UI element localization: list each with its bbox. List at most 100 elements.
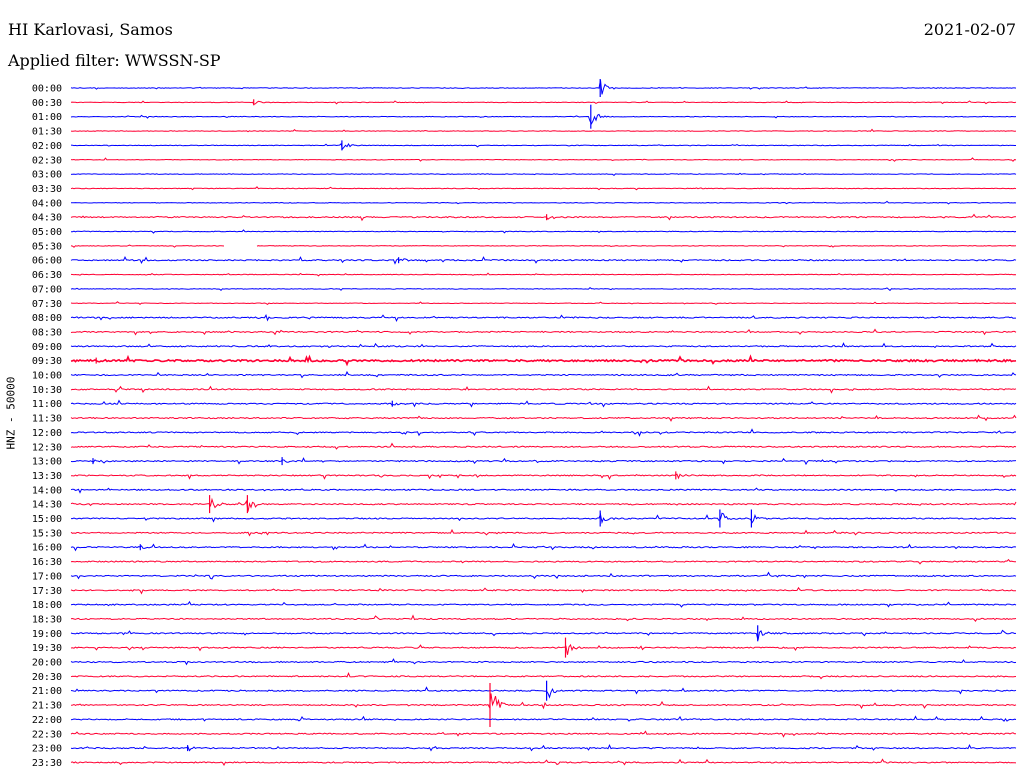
seismic-trace-line [70,142,1016,151]
row-time-label: 23:00 [32,744,62,755]
seismic-trace-line [70,629,1017,641]
trace-row-1800: 18:00 [32,600,1017,611]
trace-row-0930: 09:30 [32,354,1017,367]
row-time-label: 08:30 [32,327,62,338]
row-time-label: 01:30 [32,127,62,138]
trace-row-1300: 13:00 [32,457,1017,468]
row-time-label: 21:30 [32,701,62,712]
trace-row-0000: 00:00 [32,79,1017,97]
row-time-label: 15:30 [32,528,62,539]
trace-row-0800: 08:00 [32,313,1016,324]
row-time-label: 18:00 [32,600,62,611]
seismic-trace-line [70,286,1016,292]
row-time-label: 12:30 [32,442,62,453]
seismic-trace-line [71,512,1017,525]
row-time-label: 22:30 [32,729,62,740]
row-time-label: 05:30 [32,241,62,252]
seismic-trace-line [70,200,1017,205]
seismic-trace-line [70,614,1017,623]
seismic-trace-line [70,693,1017,710]
trace-row-0030: 00:30 [32,98,1017,109]
trace-row-0700: 07:00 [32,284,1016,295]
trace-row-2330: 23:30 [32,758,1017,769]
seismic-trace-line [70,79,1017,95]
row-time-label: 02:30 [32,155,62,166]
trace-row-1400: 14:00 [32,485,1017,496]
row-time-label: 03:30 [32,184,62,195]
row-time-label: 02:00 [32,141,62,152]
trace-row-0630: 06:30 [32,270,1017,281]
trace-row-0200: 02:00 [32,140,1016,152]
row-time-label: 23:30 [32,758,62,769]
trace-row-2300: 23:00 [32,744,1017,755]
trace-row-2000: 20:00 [32,658,1017,669]
trace-row-0230: 02:30 [32,155,1017,166]
row-time-label: 12:00 [32,428,62,439]
row-time-label: 06:00 [32,256,62,267]
row-time-label: 13:30 [32,471,62,482]
seismic-trace-line [71,473,1017,480]
row-time-label: 09:00 [32,342,62,353]
row-time-label: 11:30 [32,414,62,425]
seismic-trace-line [70,157,1017,162]
seismic-trace-line [70,542,1017,552]
trace-row-0400: 04:00 [32,198,1017,209]
trace-row-1500: 15:00 [32,509,1017,528]
row-time-label: 17:00 [32,571,62,582]
seismic-trace-line [70,244,225,248]
seismic-trace-line [70,385,1017,394]
seismic-trace-line [70,442,1017,450]
row-time-label: 07:30 [32,299,62,310]
trace-row-2230: 22:30 [32,729,1017,740]
seismic-trace-line [256,244,1017,248]
trace-row-2200: 22:00 [32,715,1017,726]
trace-row-0600: 06:00 [32,255,1017,267]
seismic-trace-line [70,497,1017,512]
seismic-trace-line [70,414,1017,422]
seismic-trace-line [70,301,1017,306]
seismic-trace-line [70,172,1017,177]
row-time-label: 10:00 [32,371,62,382]
trace-row-1330: 13:30 [32,471,1017,482]
seismic-trace-line [71,229,1017,234]
trace-row-2030: 20:30 [32,672,1017,683]
seismic-trace-line [70,600,1017,608]
trace-row-1100: 11:00 [32,399,1017,410]
row-time-label: 16:30 [32,557,62,568]
seismic-trace-line [70,370,1017,379]
trace-row-1930: 19:30 [32,637,1017,658]
seismic-trace-line [70,758,1017,766]
seismic-trace-line [70,428,1017,437]
trace-row-1130: 11:30 [32,414,1017,425]
seismic-trace-line [70,272,1017,277]
row-time-label: 00:00 [32,84,62,95]
seismic-trace-line [70,255,1017,265]
row-time-label: 20:00 [32,658,62,669]
row-time-label: 08:00 [32,313,62,324]
filter-label: Applied filter: WWSSN-SP [8,51,221,70]
row-time-label: 13:00 [32,457,62,468]
trace-row-1230: 12:30 [32,442,1017,453]
seismic-trace-line [70,528,1017,537]
row-time-label: 19:00 [32,629,62,640]
trace-row-0730: 07:30 [32,299,1017,310]
seismic-trace-line [70,342,1017,349]
seismic-trace-line [70,730,1017,738]
seismic-trace-line [70,186,1017,191]
row-time-label: 09:30 [32,356,62,367]
seismic-trace-line [70,113,1017,125]
row-time-label: 15:00 [32,514,62,525]
seismic-trace-line [70,715,1017,722]
row-time-label: 10:30 [32,385,62,396]
trace-row-1600: 16:00 [32,542,1017,554]
seismic-trace-line [70,213,1017,222]
seismic-trace-line [70,487,1017,494]
row-time-label: 19:30 [32,643,62,654]
row-time-label: 06:30 [32,270,62,281]
date-label: 2021-02-07 [923,20,1016,39]
seismic-trace-line [70,558,1017,565]
row-time-label: 07:00 [32,284,62,295]
row-time-label: 20:30 [32,672,62,683]
